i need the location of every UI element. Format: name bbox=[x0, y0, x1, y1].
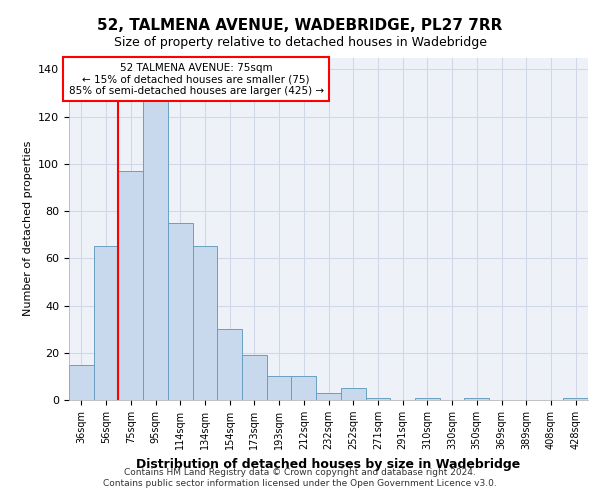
Bar bbox=[563, 398, 588, 400]
Bar bbox=[69, 364, 94, 400]
Bar bbox=[316, 393, 341, 400]
Bar bbox=[242, 355, 267, 400]
Text: 52 TALMENA AVENUE: 75sqm
← 15% of detached houses are smaller (75)
85% of semi-d: 52 TALMENA AVENUE: 75sqm ← 15% of detach… bbox=[68, 62, 324, 96]
X-axis label: Distribution of detached houses by size in Wadebridge: Distribution of detached houses by size … bbox=[136, 458, 521, 470]
Bar bbox=[341, 388, 365, 400]
Text: 52, TALMENA AVENUE, WADEBRIDGE, PL27 7RR: 52, TALMENA AVENUE, WADEBRIDGE, PL27 7RR bbox=[97, 18, 503, 32]
Bar bbox=[193, 246, 217, 400]
Bar bbox=[267, 376, 292, 400]
Bar bbox=[415, 398, 440, 400]
Bar bbox=[143, 93, 168, 400]
Text: Contains HM Land Registry data © Crown copyright and database right 2024.
Contai: Contains HM Land Registry data © Crown c… bbox=[103, 468, 497, 487]
Bar bbox=[168, 223, 193, 400]
Bar bbox=[464, 398, 489, 400]
Y-axis label: Number of detached properties: Number of detached properties bbox=[23, 141, 32, 316]
Bar bbox=[365, 398, 390, 400]
Bar bbox=[94, 246, 118, 400]
Bar bbox=[118, 171, 143, 400]
Bar bbox=[217, 329, 242, 400]
Text: Size of property relative to detached houses in Wadebridge: Size of property relative to detached ho… bbox=[113, 36, 487, 49]
Bar bbox=[292, 376, 316, 400]
